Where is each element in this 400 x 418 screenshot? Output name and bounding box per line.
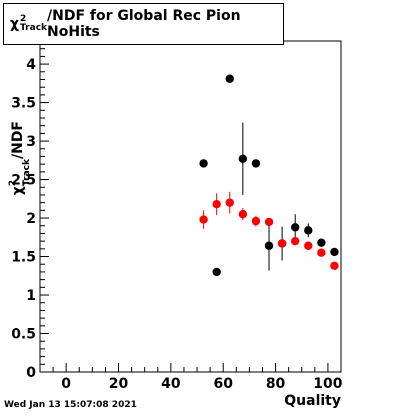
y-axis-label: χ2 Track/NDF (8, 121, 32, 195)
title-text: /NDF for Global Rec Pion NoHits (47, 8, 241, 40)
data-point (330, 261, 339, 270)
title-sub: Track (20, 23, 48, 33)
data-point (225, 74, 234, 83)
x-tick-label: 60 (213, 376, 233, 392)
data-point (238, 209, 248, 219)
x-axis-label: Quality (284, 393, 341, 409)
data-point (277, 239, 287, 248)
x-tick-label: 40 (161, 376, 181, 392)
x-tick-label: 80 (266, 376, 286, 392)
y-tick-label: 4 (26, 57, 36, 73)
chart-title: χ 2 Track/NDF for Global Rec Pion NoHits (3, 3, 284, 45)
data-point (199, 159, 208, 168)
y-tick-label: 3.5 (11, 96, 36, 112)
y-tick-label: 0 (26, 365, 36, 381)
data-point (317, 238, 326, 247)
data-point (290, 236, 300, 246)
data-point (212, 267, 221, 277)
data-point (304, 241, 313, 250)
data-point (238, 154, 248, 163)
timestamp: Wed Jan 13 15:07:08 2021 (4, 400, 137, 410)
data-point (290, 223, 300, 232)
data-point (330, 247, 339, 257)
y-tick-label: 1 (26, 288, 36, 304)
x-tick-label: 20 (109, 376, 129, 392)
x-tick-label: 100 (313, 376, 342, 392)
data-point (251, 159, 261, 168)
title-sup: 2 (20, 14, 27, 24)
data-point (225, 198, 234, 207)
data-point (251, 216, 261, 226)
y-tick-label: 2 (26, 211, 36, 227)
y-tick-label: 3 (26, 134, 36, 150)
data-point (304, 226, 313, 235)
x-tick-label: 0 (61, 376, 71, 392)
y-tick-label: 1.5 (11, 250, 36, 266)
data-point (317, 248, 326, 257)
data-point (199, 215, 208, 224)
plot-frame (39, 40, 342, 373)
data-point (264, 241, 274, 250)
data-point (264, 217, 274, 227)
data-point (212, 199, 221, 209)
y-tick-label: 0.5 (11, 327, 36, 343)
y-tick-label: 2.5 (11, 173, 36, 189)
title-chi: χ (10, 16, 20, 32)
